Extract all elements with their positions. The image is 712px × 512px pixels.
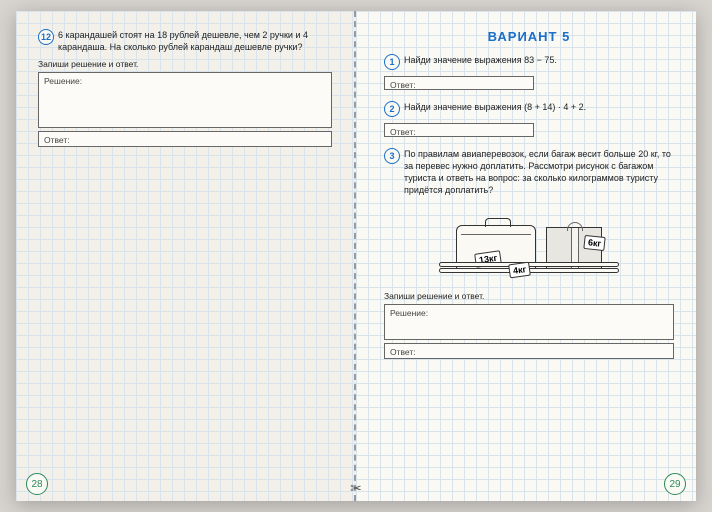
variant-title: ВАРИАНТ 5 <box>384 29 674 44</box>
task-3-answer-box[interactable]: Ответ: <box>384 343 674 359</box>
task-number-badge: 2 <box>384 101 400 117</box>
task-3-instruction: Запиши решение и ответ. <box>384 291 674 301</box>
solution-box[interactable]: Решение: <box>38 72 332 128</box>
skis-icon: 4кг <box>439 261 619 275</box>
page-number-left: 28 <box>26 473 48 495</box>
page-right: ВАРИАНТ 5 1 Найди значение выражения 83 … <box>356 11 696 501</box>
task-2: 2 Найди значение выражения (8 + 14) · 4 … <box>384 101 674 117</box>
task-12: 12 6 карандашей стоят на 18 рублей дешев… <box>38 29 332 53</box>
task-number-badge: 3 <box>384 148 400 164</box>
task-3-text: По правилам авиаперевозок, если багаж ве… <box>404 148 674 197</box>
book-spread: 12 6 карандашей стоят на 18 рублей дешев… <box>16 11 696 501</box>
task-3-solution-box[interactable]: Решение: <box>384 304 674 340</box>
task-1-text: Найди значение выражения 83 − 75. <box>404 54 674 70</box>
task-2-text: Найди значение выражения (8 + 14) · 4 + … <box>404 101 674 117</box>
task-12-text: 6 карандашей стоят на 18 рублей дешевле,… <box>58 29 332 53</box>
task-2-answer-box[interactable]: Ответ: <box>384 123 534 137</box>
scissors-icon: ✂ <box>350 480 362 497</box>
luggage-illustration: 13кг 6кг 4кг <box>384 203 674 273</box>
page-left: 12 6 карандашей стоят на 18 рублей дешев… <box>16 11 356 501</box>
answer-box[interactable]: Ответ: <box>38 131 332 147</box>
task-3: 3 По правилам авиаперевозок, если багаж … <box>384 148 674 197</box>
task-number-badge: 12 <box>38 29 54 45</box>
task-1: 1 Найди значение выражения 83 − 75. <box>384 54 674 70</box>
parcel-weight-tag: 6кг <box>583 234 606 250</box>
skis-weight-tag: 4кг <box>508 261 531 278</box>
task-1-answer-box[interactable]: Ответ: <box>384 76 534 90</box>
page-number-right: 29 <box>664 473 686 495</box>
task-number-badge: 1 <box>384 54 400 70</box>
task-12-instruction: Запиши решение и ответ. <box>38 59 332 69</box>
